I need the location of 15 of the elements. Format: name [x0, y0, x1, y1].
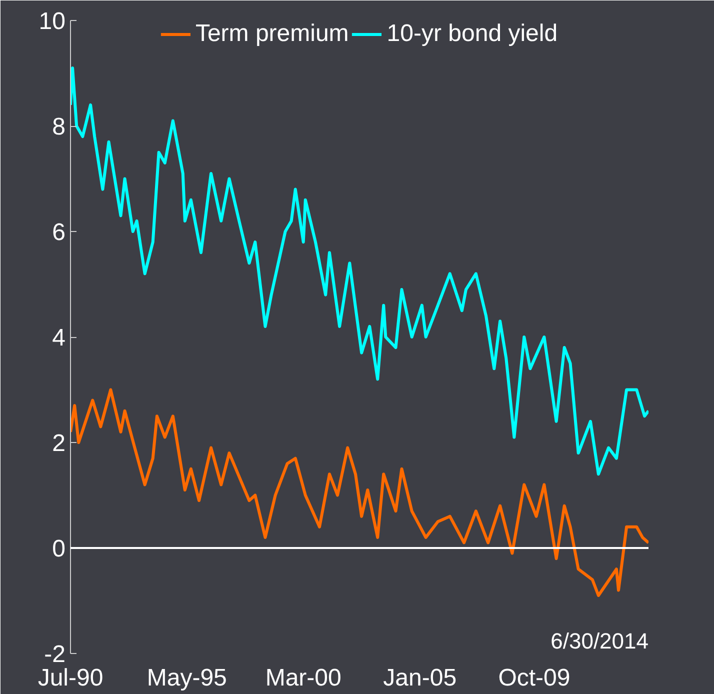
legend-label: Term premium — [195, 20, 349, 48]
x-tick-label: Oct-09 — [498, 664, 570, 692]
line-series — [70, 388, 648, 597]
line-series — [70, 66, 648, 476]
x-tick-label: May-95 — [146, 664, 227, 692]
annotation: 6/30/2014 — [550, 628, 649, 654]
x-tick-label: Jan-05 — [383, 664, 457, 692]
y-tick-label: 6 — [52, 219, 66, 246]
y-tick-label: 2 — [52, 430, 66, 457]
y-tick-label: 4 — [52, 324, 66, 352]
y-tick-label: 0 — [52, 536, 66, 562]
x-tick-label: Mar-00 — [265, 664, 342, 692]
y-tick-label: 8 — [52, 114, 66, 140]
legend-label: 10-yr bond yield — [386, 20, 558, 48]
y-tick-label: 10 — [38, 8, 66, 35]
